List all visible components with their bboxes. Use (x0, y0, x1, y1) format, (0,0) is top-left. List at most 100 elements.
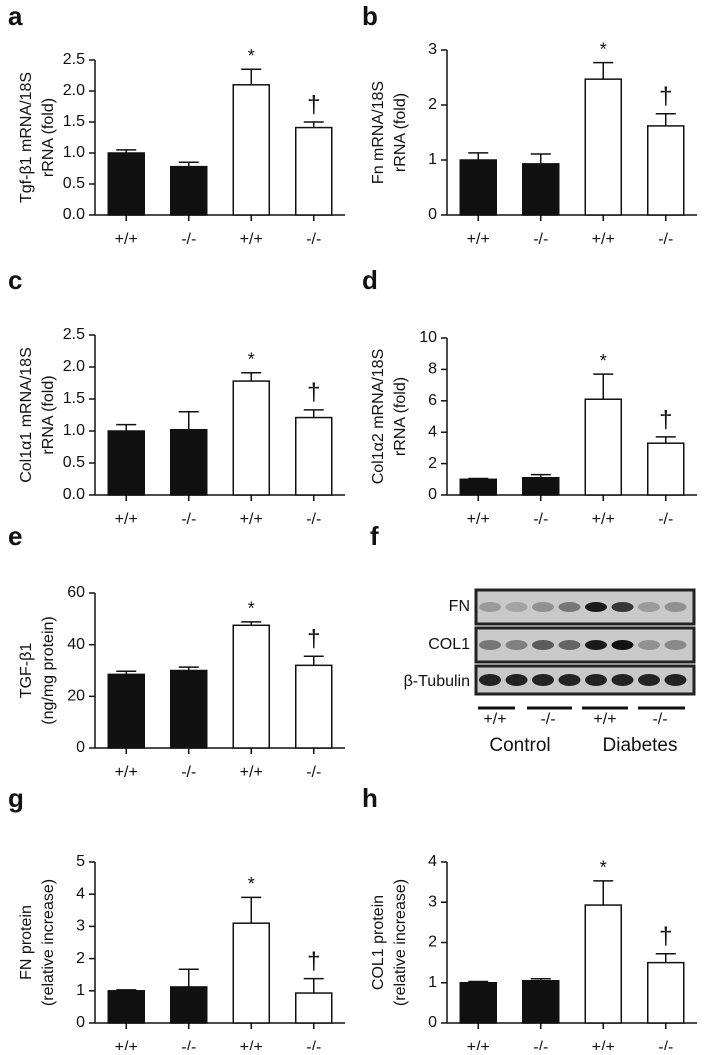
x-tick-label: -/- (533, 1039, 548, 1050)
y-axis-label: Col1α2 mRNA/18S (370, 349, 387, 485)
x-tick-label: +/+ (592, 1039, 615, 1050)
bar (107, 152, 145, 216)
genotype-label: -/- (652, 711, 667, 728)
y-tick-label: 0.5 (63, 454, 85, 471)
bar (232, 922, 270, 1024)
y-tick-label: 2 (428, 96, 437, 113)
bar (232, 380, 270, 496)
blot-row-label: COL1 (428, 636, 470, 653)
blot-band (638, 640, 660, 650)
bar (459, 982, 497, 1024)
genotype-label: -/- (540, 711, 555, 728)
blot-band (611, 602, 634, 612)
y-axis-label: COL1 protein (370, 895, 387, 990)
y-tick-label: 2 (428, 455, 437, 472)
y-axis-label: rRNA (fold) (40, 98, 57, 177)
bar (584, 904, 622, 1024)
x-tick-label: +/+ (592, 511, 615, 528)
bar (232, 84, 270, 216)
bar (170, 986, 208, 1024)
y-tick-label: 6 (428, 392, 437, 409)
y-tick-label: 1.5 (63, 113, 85, 130)
blot-row-label: β-Tubulin (404, 673, 470, 690)
y-tick-label: 2 (428, 934, 437, 951)
bar (584, 78, 622, 216)
y-tick-label: 1.0 (63, 144, 85, 161)
group-label: Diabetes (603, 735, 678, 756)
blot-strip (474, 588, 696, 626)
y-tick-label: 1 (76, 982, 85, 999)
y-tick-label: 40 (67, 636, 85, 653)
y-axis-label: Col1α1 mRNA/18S (18, 347, 35, 483)
x-tick-label: +/+ (467, 231, 490, 248)
y-tick-label: 0 (428, 1014, 437, 1031)
significance-label: † (307, 626, 320, 653)
bar (170, 669, 208, 749)
bar (522, 979, 560, 1024)
bar (232, 624, 270, 749)
panel-letter: g (8, 783, 24, 813)
bar-chart: b Fn mRNA/18S rRNA (fold) 0 1 2 3 +/+ -/- +/+ * -/-… (362, 1, 697, 248)
y-tick-label: 2.0 (63, 82, 85, 99)
y-tick-label: 5 (76, 853, 85, 870)
y-tick-label: 1 (428, 974, 437, 991)
x-tick-label: +/+ (115, 231, 138, 248)
y-tick-label: 1 (428, 151, 437, 168)
y-tick-label: 0 (428, 206, 437, 223)
x-tick-label: +/+ (467, 511, 490, 528)
significance-label: † (307, 379, 320, 406)
y-tick-label: 3 (428, 41, 437, 58)
y-axis-label: (ng/mg protein) (40, 616, 57, 725)
y-tick-label: 0.0 (63, 486, 85, 503)
y-axis-label: Tgf-β1 mRNA/18S (18, 72, 35, 203)
x-tick-label: +/+ (115, 1039, 138, 1050)
significance-label: * (248, 46, 255, 66)
blot-band (479, 602, 501, 612)
panel-letter: h (362, 783, 378, 813)
blot-band (585, 674, 607, 686)
blot-band (505, 674, 528, 686)
y-tick-label: 8 (428, 361, 437, 378)
x-tick-label: +/+ (240, 231, 263, 248)
significance-label: * (600, 351, 607, 371)
y-tick-label: 2 (76, 950, 85, 967)
y-axis-label: FN protein (18, 905, 35, 980)
bar-chart: a Tgf-β1 mRNA/18S rRNA (fold) 0.0 0.5 1.0 1.5 2… (8, 1, 345, 248)
y-tick-label: 4 (428, 853, 437, 870)
bar-chart: e TGF-β1 (ng/mg protein) 0 20 40 60 +/+ -/- +/+ * -… (8, 521, 345, 781)
x-tick-label: -/- (306, 764, 321, 781)
blot-band (638, 674, 660, 686)
y-axis-label: rRNA (fold) (392, 377, 409, 456)
x-tick-label: +/+ (592, 231, 615, 248)
y-tick-label: 0.0 (63, 206, 85, 223)
x-tick-label: +/+ (240, 511, 263, 528)
blot-band (638, 602, 660, 612)
bar (107, 430, 145, 496)
bar-chart: d Col1α2 mRNA/18S rRNA (fold) 0 2 4 6 8 10 +/+ -/-… (362, 265, 697, 528)
significance-label: † (307, 91, 320, 118)
blot-band (611, 674, 634, 686)
blot-band (532, 674, 554, 686)
y-tick-label: 4 (428, 423, 437, 440)
y-tick-label: 0 (76, 1014, 85, 1031)
blot-band (532, 640, 554, 650)
y-tick-label: 10 (419, 329, 437, 346)
y-tick-label: 2.5 (63, 326, 85, 343)
bar (170, 165, 208, 216)
y-tick-label: 0.5 (63, 175, 85, 192)
blot-band (558, 674, 581, 686)
y-axis-label: (relative increase) (392, 879, 409, 1006)
blot-band (585, 640, 607, 650)
x-tick-label: -/- (658, 231, 673, 248)
bar (647, 442, 685, 496)
x-tick-label: -/- (181, 764, 196, 781)
x-tick-label: -/- (533, 511, 548, 528)
bar (295, 664, 333, 749)
blot-band (558, 602, 581, 612)
blot-band (479, 674, 501, 686)
x-tick-label: -/- (306, 1039, 321, 1050)
significance-label: * (600, 39, 607, 59)
bar (584, 398, 622, 496)
panel-letter: e (8, 521, 22, 551)
y-tick-label: 0 (428, 486, 437, 503)
